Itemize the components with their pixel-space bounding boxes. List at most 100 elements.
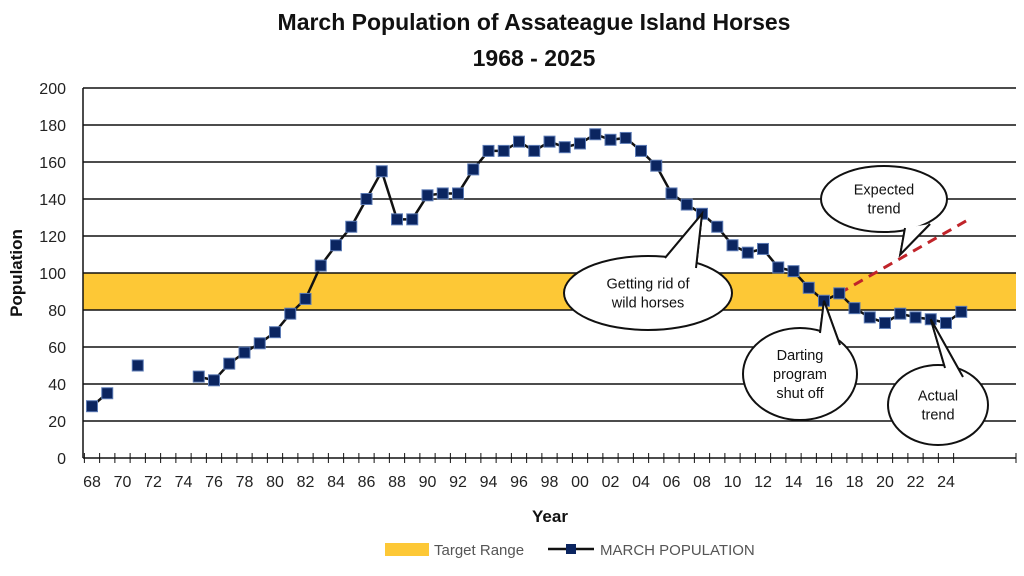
- data-point: [375, 165, 388, 178]
- x-tick-label: 14: [785, 474, 803, 491]
- data-point: [833, 287, 846, 300]
- x-tick-label: 68: [83, 474, 101, 491]
- data-point: [863, 311, 876, 324]
- x-tick-label: 72: [144, 474, 162, 491]
- data-point: [604, 133, 617, 146]
- data-point: [650, 159, 663, 172]
- data-point: [741, 246, 754, 259]
- data-point: [589, 128, 602, 141]
- x-tick-label: 22: [907, 474, 925, 491]
- x-tick-label: 12: [754, 474, 772, 491]
- y-tick-label: 160: [39, 155, 66, 172]
- annotation-darting: Darting program shut off: [742, 300, 858, 421]
- expected-trend-line: [838, 218, 970, 295]
- data-point: [543, 135, 556, 148]
- data-point: [955, 305, 968, 318]
- data-point: [223, 357, 236, 370]
- legend-swatch-target: [385, 543, 429, 556]
- data-point: [497, 144, 510, 157]
- y-tick-label: 80: [48, 303, 66, 320]
- data-point: [802, 281, 815, 294]
- data-point: [680, 198, 693, 211]
- x-tick-label: 82: [297, 474, 315, 491]
- data-point: [314, 259, 327, 272]
- legend: Target Range MARCH POPULATION: [385, 542, 755, 559]
- annotation-expected-trend: Expected trend: [820, 165, 948, 258]
- y-tick-label: 20: [48, 414, 66, 431]
- x-tick-label: 86: [358, 474, 376, 491]
- annotation-text: wild horses: [611, 296, 685, 312]
- x-tick-label: 20: [876, 474, 894, 491]
- data-point: [513, 135, 525, 148]
- data-point: [482, 144, 495, 157]
- x-tick-label: 02: [602, 474, 620, 491]
- data-point: [360, 193, 373, 205]
- x-axis-label: Year: [532, 507, 568, 526]
- annotation-text: trend: [921, 408, 954, 424]
- data-point: [894, 307, 907, 320]
- data-point: [772, 261, 785, 274]
- x-tick-label: 76: [205, 474, 223, 491]
- data-point: [665, 187, 678, 200]
- annotation-text: Expected: [854, 183, 914, 199]
- data-point: [558, 141, 571, 154]
- data-point: [253, 337, 266, 350]
- target-range-band: [83, 273, 1016, 310]
- y-tick-label: 120: [39, 229, 66, 246]
- data-point: [330, 239, 342, 252]
- data-point: [345, 220, 358, 233]
- y-tick-label: 100: [39, 266, 66, 283]
- x-tick-label: 92: [449, 474, 467, 491]
- data-point: [574, 137, 586, 150]
- legend-marker: [566, 544, 576, 554]
- y-tick-label: 0: [57, 451, 66, 468]
- annotation-text: trend: [867, 202, 900, 218]
- x-tick-label: 00: [571, 474, 589, 491]
- data-point: [726, 239, 739, 252]
- data-point: [909, 311, 922, 324]
- data-point: [192, 370, 205, 383]
- y-tick-label: 140: [39, 192, 66, 209]
- x-tick-label: 74: [175, 474, 193, 491]
- data-point: [757, 242, 769, 255]
- data-point: [635, 144, 647, 157]
- data-point: [467, 163, 480, 176]
- x-tick-label: 98: [541, 474, 559, 491]
- x-tick-label: 94: [480, 474, 498, 491]
- x-tick-label: 78: [236, 474, 254, 491]
- x-tick-label: 18: [846, 474, 864, 491]
- annotation-actual-trend: Actual trend: [887, 318, 989, 446]
- chart-subtitle: 1968 - 2025: [473, 45, 596, 71]
- data-point: [391, 213, 403, 226]
- data-point: [452, 187, 464, 200]
- x-tick-label: 90: [419, 474, 437, 491]
- data-point: [86, 400, 98, 413]
- x-tick-label: 96: [510, 474, 528, 491]
- data-point: [101, 387, 114, 400]
- annotation-text: shut off: [776, 386, 824, 402]
- data-point: [436, 187, 449, 200]
- x-tick-label: 04: [632, 474, 650, 491]
- x-tick-label: 80: [266, 474, 284, 491]
- data-point: [421, 189, 434, 202]
- data-point: [406, 213, 419, 226]
- data-point: [238, 346, 251, 359]
- chart-title: March Population of Assateague Island Ho…: [278, 9, 791, 35]
- data-point: [208, 374, 220, 387]
- data-point: [528, 144, 541, 157]
- y-tick-label: 200: [39, 81, 66, 98]
- x-tick-label: 24: [937, 474, 955, 491]
- annotation-getting-rid: Getting rid of wild horses: [563, 210, 733, 331]
- x-tick-label: 70: [114, 474, 132, 491]
- x-tick-label: 10: [724, 474, 742, 491]
- y-tick-label: 40: [48, 377, 66, 394]
- x-tick-label: 88: [388, 474, 406, 491]
- annotation-text: Darting: [777, 348, 824, 364]
- x-tick-label: 16: [815, 474, 833, 491]
- legend-label-population: MARCH POPULATION: [600, 542, 755, 559]
- legend-label-target: Target Range: [434, 542, 524, 559]
- annotation-text: Getting rid of: [606, 277, 690, 293]
- y-tick-label: 60: [48, 340, 66, 357]
- data-point: [269, 326, 281, 339]
